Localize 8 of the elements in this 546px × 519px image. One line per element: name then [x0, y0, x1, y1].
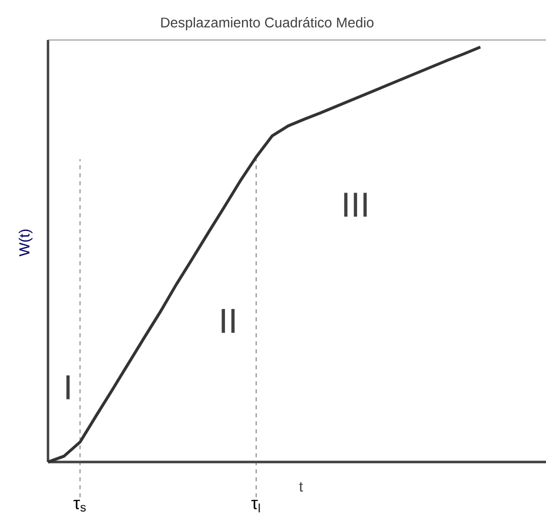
chart-title: Desplazamiento Cuadrático Medio: [161, 17, 374, 30]
annotation: III: [344, 192, 367, 217]
y-axis-title: W(t): [18, 230, 32, 256]
annotation: I: [66, 375, 70, 400]
text: τ$_{l}$: [251, 500, 260, 512]
x-axis-title: t: [299, 482, 303, 492]
text: τ$_{s}$: [73, 500, 86, 512]
annotation: II: [222, 308, 235, 333]
